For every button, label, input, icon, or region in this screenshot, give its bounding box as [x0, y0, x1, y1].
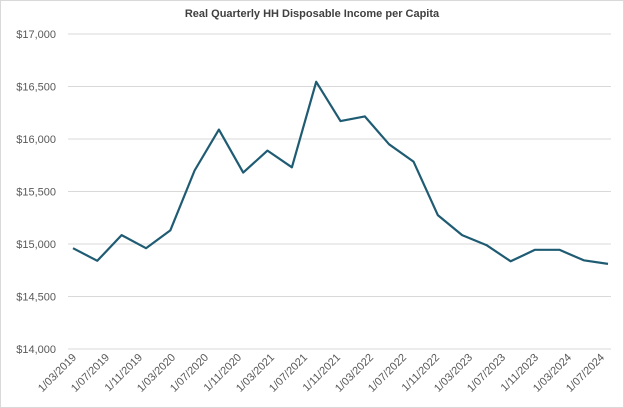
y-tick-label: $16,500	[16, 82, 56, 94]
y-tick-label: $14,000	[16, 344, 56, 356]
gridlines	[68, 33, 611, 350]
y-tick-label: $15,000	[16, 239, 56, 251]
y-tick-label: $17,000	[16, 29, 56, 41]
y-tick-label: $16,000	[16, 134, 56, 146]
y-tick-label: $14,500	[16, 292, 56, 304]
y-axis-ticks: $14,000 $14,500 $15,000 $15,500 $16,000 $16,5…	[16, 29, 56, 356]
series-layer	[72, 80, 609, 265]
y-tick-label: $15,500	[16, 187, 56, 199]
x-axis-ticks: 1/03/20191/07/20191/11/20191/03/20201/07…	[36, 352, 607, 395]
chart-title: Real Quarterly HH Disposable Income per …	[184, 8, 440, 20]
series-line	[72, 80, 609, 265]
